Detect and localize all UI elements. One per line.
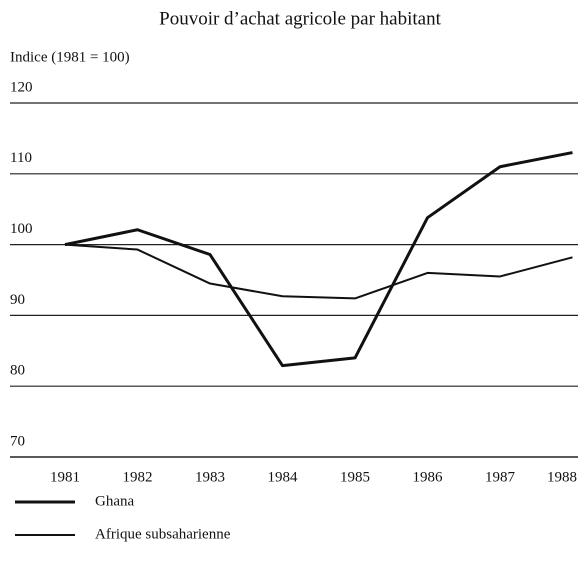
y-tick-label: 100 [10,221,33,237]
x-tick-label: 1981 [50,469,80,485]
x-tick-label: 1985 [340,469,370,485]
y-tick-label: 120 [10,79,33,95]
x-tick-label: 1988 [547,469,577,485]
y-tick-label: 70 [10,433,25,449]
x-tick-label: 1986 [413,469,444,485]
x-tick-label: 1982 [123,469,153,485]
legend-label: Ghana [95,493,134,509]
x-tick-label: 1983 [195,469,225,485]
x-tick-label: 1987 [485,469,516,485]
legend-label: Afrique subsaharienne [95,526,231,542]
x-tick-label: 1984 [268,469,299,485]
y-tick-label: 90 [10,292,25,308]
line-series [64,243,573,300]
y-tick-label: 80 [10,363,25,379]
line-series [64,151,573,368]
chart-title: Pouvoir d’achat agricole par habitant [159,8,441,29]
y-tick-label: 110 [10,150,32,166]
y-axis-label: Indice (1981 = 100) [10,49,130,65]
